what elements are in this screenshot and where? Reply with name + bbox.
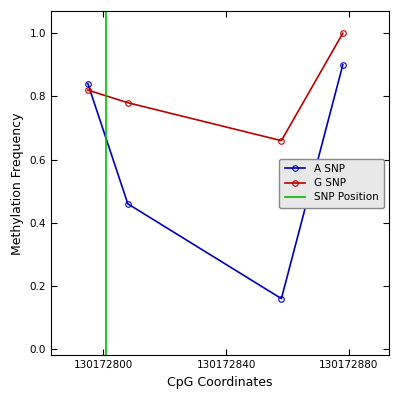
Line: G SNP: G SNP — [85, 30, 346, 144]
G SNP — [340, 31, 345, 36]
A SNP — [86, 81, 90, 86]
Line: A SNP: A SNP — [85, 62, 346, 301]
X-axis label: CpG Coordinates: CpG Coordinates — [167, 376, 273, 389]
A SNP — [126, 202, 130, 206]
A SNP — [340, 62, 345, 67]
Y-axis label: Methylation Frequency: Methylation Frequency — [11, 112, 24, 254]
G SNP — [126, 100, 130, 105]
G SNP — [279, 138, 284, 143]
A SNP — [279, 296, 284, 301]
Legend: A SNP, G SNP, SNP Position: A SNP, G SNP, SNP Position — [279, 159, 384, 208]
G SNP — [86, 88, 90, 92]
